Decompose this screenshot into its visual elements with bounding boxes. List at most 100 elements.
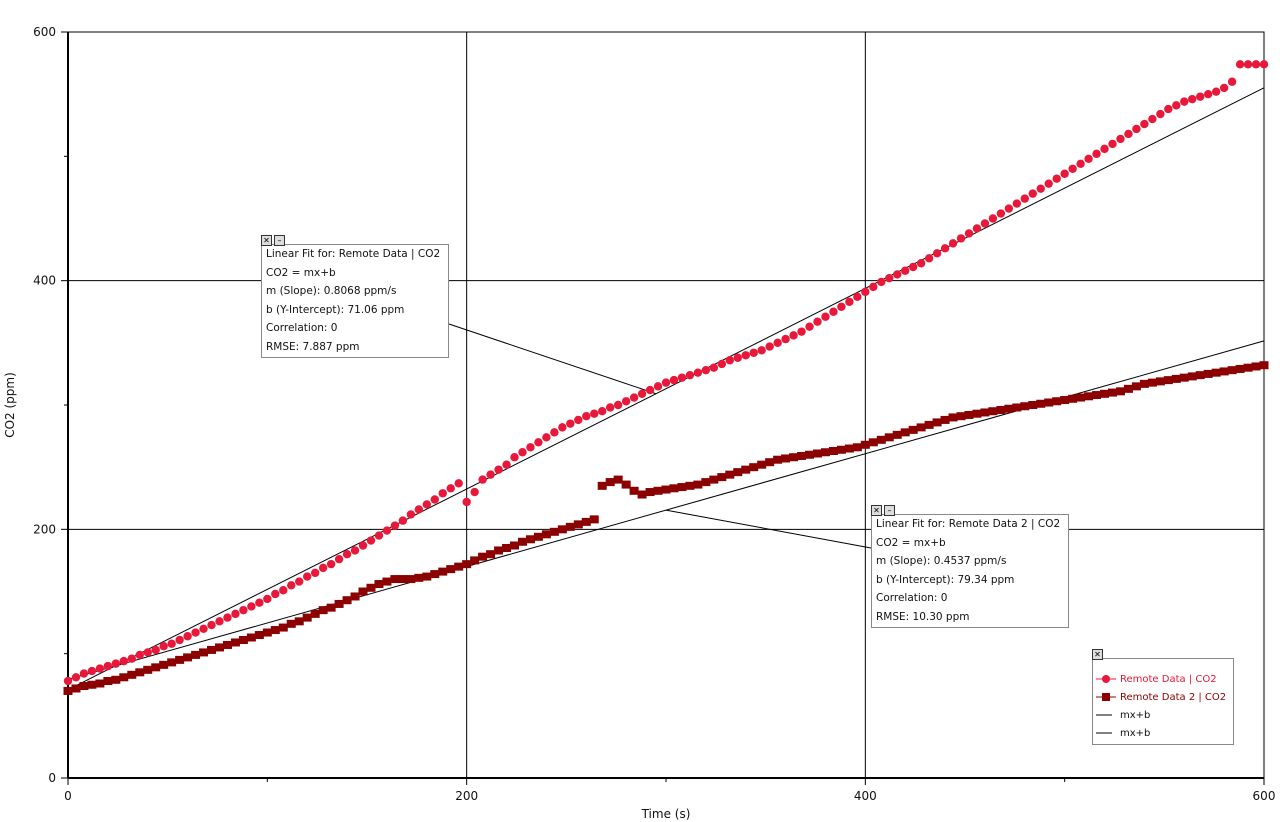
data-point-remote-data-2: [127, 670, 137, 679]
data-point-remote-data: [350, 546, 360, 555]
data-point-remote-data: [661, 378, 671, 387]
fit-equation: CO2 = mx+b: [266, 266, 336, 279]
data-point-remote-data-2: [996, 405, 1006, 414]
data-point-remote-data: [908, 262, 918, 272]
data-point-remote-data-2: [717, 473, 727, 482]
data-point-remote-data-2: [167, 658, 177, 667]
data-point-remote-data-2: [884, 433, 894, 442]
minimize-icon[interactable]: –: [274, 235, 285, 246]
data-point-remote-data: [223, 613, 232, 622]
data-point-remote-data-2: [916, 423, 926, 432]
data-point-remote-data-2: [1219, 367, 1229, 376]
data-point-remote-data: [151, 645, 160, 655]
data-point-remote-data-2: [629, 486, 639, 495]
data-point-remote-data: [861, 287, 870, 297]
data-point-remote-data-2: [230, 638, 240, 647]
data-point-remote-data-2: [175, 655, 185, 664]
data-point-remote-data-2: [159, 660, 169, 669]
close-icon[interactable]: ✕: [261, 235, 272, 246]
data-point-remote-data-2: [797, 451, 807, 460]
data-point-remote-data-2: [502, 543, 512, 552]
data-point-remote-data-2: [589, 515, 599, 524]
close-icon[interactable]: ✕: [871, 505, 882, 516]
linear-fit-box-remote-data-2[interactable]: ✕ – Linear Fit for: Remote Data 2 | CO2 …: [871, 505, 1069, 628]
data-point-remote-data: [885, 273, 894, 283]
data-point-remote-data: [382, 526, 392, 535]
data-point-remote-data: [845, 297, 854, 307]
data-point-remote-data: [558, 423, 567, 432]
data-point-remote-data-2: [836, 445, 846, 454]
data-point-remote-data: [438, 489, 447, 498]
data-point-remote-data: [733, 353, 742, 362]
plot-frame: [67, 31, 1265, 779]
data-point-remote-data: [95, 664, 105, 673]
data-point-remote-data: [621, 397, 631, 406]
fit-lines: [67, 87, 1265, 691]
data-point-remote-data: [685, 370, 695, 380]
linear-fit-box-remote-data[interactable]: ✕ – Linear Fit for: Remote Data | CO2 CO…: [261, 235, 449, 358]
data-point-remote-data: [829, 307, 838, 316]
data-point-remote-data-2: [812, 449, 822, 458]
data-point-remote-data-2: [789, 453, 799, 462]
fit-equation: CO2 = mx+b: [876, 536, 946, 549]
data-point-remote-data: [773, 338, 782, 348]
data-point-remote-data-2: [876, 435, 886, 444]
data-point-remote-data: [677, 373, 687, 382]
data-point-remote-data: [701, 365, 711, 375]
data-point-remote-data: [526, 443, 535, 452]
fit-slope: m (Slope): 0.4537 ppm/s: [876, 555, 1007, 567]
data-point-remote-data: [1243, 60, 1253, 69]
data-point-remote-data-2: [773, 455, 783, 464]
data-point-remote-data: [1092, 149, 1101, 159]
data-point-remote-data-2: [286, 619, 296, 628]
close-icon[interactable]: ✕: [1092, 649, 1103, 660]
data-point-remote-data-2: [151, 663, 161, 672]
data-point-remote-data: [279, 586, 288, 595]
x-tick-label: 0: [64, 789, 72, 803]
data-point-remote-data-2: [1243, 363, 1253, 372]
data-point-remote-data: [247, 602, 256, 611]
data-point-remote-data-2: [972, 409, 982, 418]
data-point-remote-data-2: [382, 577, 392, 586]
data-point-remote-data: [972, 224, 982, 233]
data-point-remote-data: [263, 594, 272, 604]
data-point-remote-data-2: [741, 465, 751, 474]
data-point-remote-data-2: [581, 517, 591, 526]
data-point-remote-data: [765, 342, 774, 351]
data-point-remote-data: [932, 249, 942, 258]
data-point-remote-data: [1219, 83, 1229, 93]
data-point-remote-data: [414, 505, 424, 514]
data-point-remote-data: [725, 356, 734, 365]
data-point-remote-data-2: [749, 463, 759, 472]
data-point-remote-data: [1196, 92, 1205, 101]
data-point-remote-data: [669, 375, 679, 385]
data-point-remote-data: [1108, 139, 1117, 149]
data-point-remote-data: [127, 654, 136, 663]
data-point-remote-data-2: [693, 480, 703, 489]
data-point-remote-data-2: [446, 565, 456, 574]
data-point-remote-data-2: [765, 458, 775, 467]
line-marker-icon: [1096, 732, 1112, 734]
data-point-remote-data: [653, 382, 663, 391]
data-point-remote-data-2: [1195, 371, 1205, 380]
data-point-remote-data: [1227, 77, 1237, 86]
data-point-remote-data: [1020, 194, 1029, 203]
minimize-icon[interactable]: –: [884, 505, 895, 516]
data-point-remote-data: [924, 254, 934, 263]
data-point-remote-data: [326, 559, 336, 569]
line-marker-icon: [1096, 714, 1112, 716]
circle-marker-icon: [1096, 675, 1116, 683]
data-point-remote-data: [183, 632, 192, 641]
data-point-remote-data-2: [262, 628, 272, 637]
data-point-remote-data-2: [246, 633, 256, 642]
legend[interactable]: ✕ Remote Data | CO2 Remote Data 2 | CO2 …: [1092, 649, 1234, 745]
data-point-remote-data: [1235, 60, 1245, 69]
data-point-remote-data-2: [191, 650, 201, 659]
data-point-remote-data-2: [868, 438, 878, 447]
data-point-remote-data-2: [358, 587, 368, 596]
data-point-remote-data: [71, 673, 81, 682]
data-point-remote-data: [964, 229, 974, 238]
data-point-remote-data-2: [573, 520, 583, 529]
data-point-remote-data: [175, 635, 184, 645]
data-point-remote-data-2: [517, 537, 527, 546]
